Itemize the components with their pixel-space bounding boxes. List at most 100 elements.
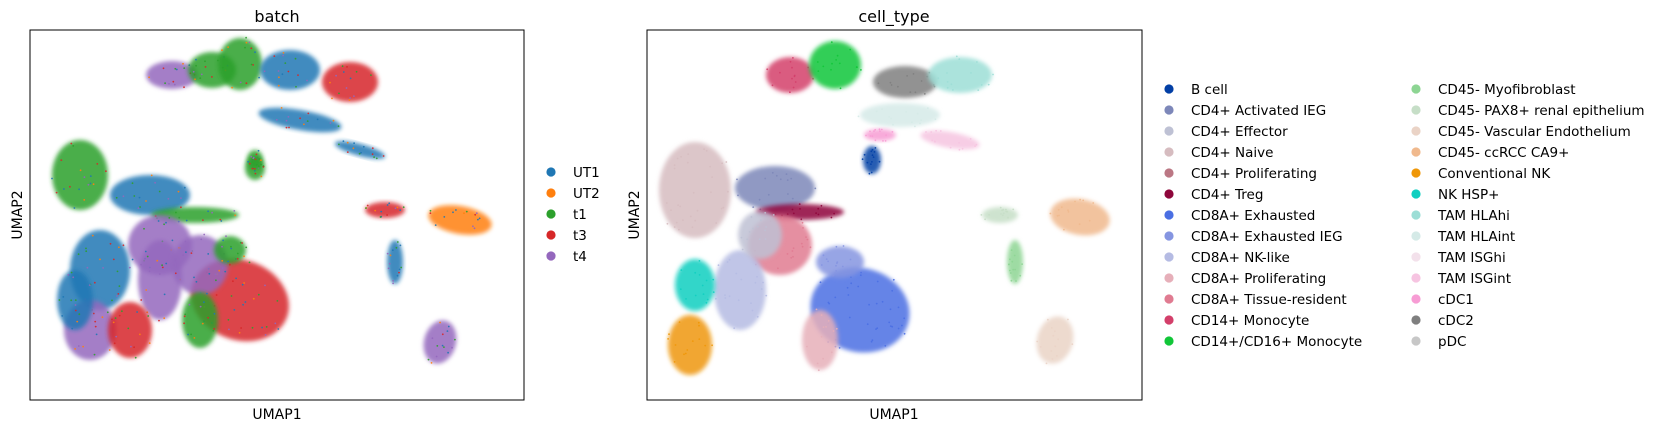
legend-cell-type-marker — [1164, 294, 1174, 304]
cell-type-point — [706, 298, 709, 301]
batch-point — [187, 333, 190, 336]
cell-type-point — [748, 231, 751, 233]
legend-cell-type-label: CD4+ Effector — [1191, 124, 1288, 140]
batch-point — [215, 279, 217, 282]
batch-point — [388, 262, 391, 265]
batch-point — [185, 251, 187, 254]
cell-type-point — [874, 147, 877, 149]
cell-type-cluster — [864, 129, 896, 141]
cell-type-point — [889, 325, 892, 327]
cell-type-point — [860, 69, 862, 71]
cell-type-point — [849, 48, 851, 51]
batch-point — [183, 67, 186, 69]
batch-point — [74, 348, 76, 350]
batch-point — [77, 253, 80, 256]
batch-point — [203, 301, 205, 304]
cell-type-point — [668, 333, 670, 336]
cell-type-point — [792, 86, 795, 89]
cell-type-point — [1005, 208, 1007, 211]
batch-point — [252, 297, 255, 300]
batch-point — [443, 216, 446, 218]
legend-cell-type-label: B cell — [1191, 82, 1228, 98]
cell-type-point — [721, 162, 723, 165]
batch-cluster — [258, 107, 342, 133]
cell-type-point — [735, 272, 738, 275]
cell-type-point — [752, 206, 755, 209]
batch-point — [229, 263, 231, 266]
batch-point — [431, 337, 434, 340]
cell-type-point — [779, 178, 782, 181]
batch-point — [257, 149, 260, 152]
cell-type-point — [892, 123, 894, 126]
batch-point — [427, 358, 430, 361]
cell-type-point — [884, 344, 887, 347]
cell-type-point — [920, 80, 923, 82]
batch-point — [299, 117, 301, 120]
legend-cell-type-label: TAM HLAint — [1437, 229, 1515, 245]
cell-type-point — [817, 207, 820, 210]
cell-type-cluster — [668, 315, 712, 375]
batch-point — [478, 217, 481, 220]
cell-type-point — [711, 176, 713, 179]
cell-type-point — [846, 286, 849, 289]
legend-cell-type-label: TAM HLAhi — [1437, 208, 1510, 224]
cell-type-point — [984, 218, 986, 221]
batch-point — [133, 195, 136, 197]
legend-cell-type-marker — [1411, 252, 1421, 262]
cell-type-point — [848, 316, 851, 319]
batch-point — [112, 258, 115, 261]
cell-type-point — [919, 122, 921, 125]
batch-point — [74, 299, 77, 301]
legend-cell-type-label: CD4+ Treg — [1191, 187, 1263, 203]
cell-type-point — [697, 321, 700, 324]
batch-point — [287, 70, 290, 73]
cell-type-point — [1078, 223, 1081, 226]
batch-point — [195, 58, 197, 61]
batch-point — [92, 183, 95, 186]
batch-point — [195, 64, 198, 67]
batch-point — [288, 126, 290, 129]
cell-type-point — [992, 73, 994, 76]
legend-cell-type-label: cDC2 — [1438, 313, 1474, 329]
batch-point — [139, 333, 141, 336]
cell-type-point — [777, 267, 779, 270]
batch-point — [112, 321, 115, 324]
cell-type-point — [715, 297, 717, 300]
legend-cell-type-label: TAM ISGint — [1437, 271, 1511, 287]
cell-type-point — [705, 301, 708, 304]
cell-type-point — [937, 77, 940, 80]
legend-cell-type-marker — [1164, 84, 1174, 94]
cell-type-point — [686, 161, 689, 164]
batch-point — [285, 119, 288, 122]
batch-point — [230, 247, 233, 250]
cell-type-point — [850, 276, 852, 279]
batch-point — [297, 74, 299, 76]
batch-point — [251, 167, 254, 170]
cell-type-cluster — [816, 246, 864, 278]
batch-point — [183, 315, 186, 318]
cell-type-point — [746, 238, 749, 241]
batch-point — [101, 316, 104, 319]
legend-cell-type-marker — [1164, 168, 1174, 178]
batch-point — [371, 147, 374, 150]
cell-type-point — [897, 85, 899, 88]
batch-point — [208, 272, 211, 275]
batch-point — [388, 202, 391, 205]
cell-type-point — [673, 167, 676, 170]
cell-type-point — [786, 253, 789, 255]
batch-point — [70, 299, 73, 302]
cell-type-point — [911, 121, 913, 124]
cell-type-point — [799, 208, 801, 210]
cell-type-point — [925, 131, 927, 133]
panel-cell-type-points — [659, 41, 1110, 375]
batch-point — [87, 183, 90, 186]
cell-type-point — [771, 84, 774, 87]
batch-point — [341, 65, 344, 68]
batch-point — [303, 123, 305, 126]
batch-point — [352, 147, 355, 150]
batch-point — [67, 274, 70, 276]
cell-type-point — [785, 173, 788, 176]
cell-type-cluster — [863, 146, 881, 174]
batch-point — [148, 342, 151, 344]
cell-type-point — [871, 339, 874, 342]
